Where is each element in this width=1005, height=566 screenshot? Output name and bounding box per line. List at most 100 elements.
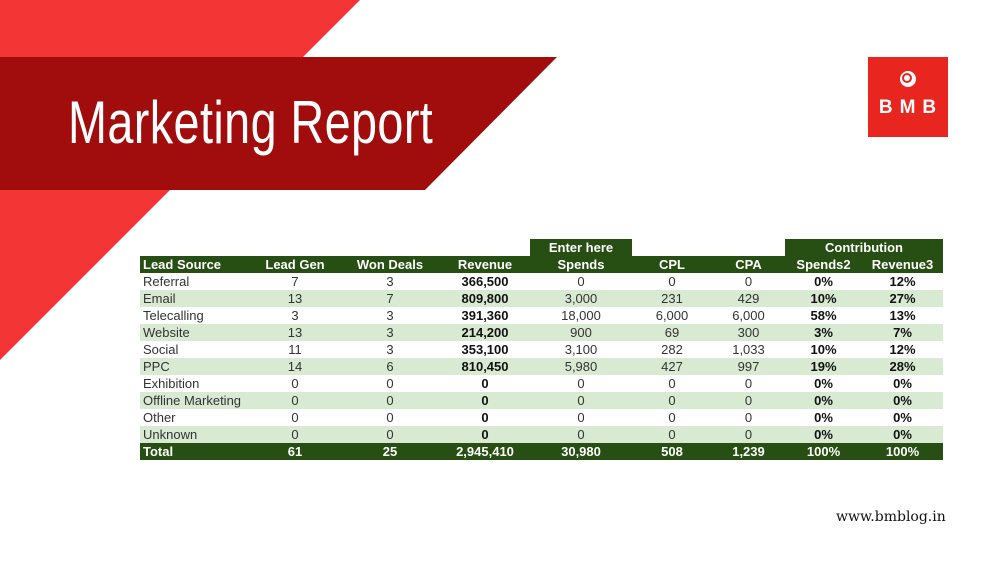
table-row: Website 13 3 214,200 900 69 300 3% 7%: [140, 324, 944, 341]
table-cell: 12%: [889, 274, 916, 289]
column-header: Revenue3: [862, 256, 944, 273]
column-header: Spends: [530, 256, 632, 273]
report-table: Enter here Contribution Lead Source Lead Ge…: [140, 239, 944, 460]
table-cell: 429: [712, 290, 785, 307]
table-row: Email 13 7 809,800 3,000 231 429 10% 27%: [140, 290, 944, 307]
table-cell: 7%: [862, 324, 944, 341]
table-cell: 14: [250, 358, 340, 375]
table-cell: 27%: [862, 290, 944, 307]
table-cell: 0: [744, 410, 753, 425]
table-cell: 3: [386, 274, 394, 289]
table-cell: 6,000: [655, 308, 689, 323]
table-cell: 0: [340, 392, 440, 409]
empty-cell: [340, 239, 440, 256]
table-cell: 1,033: [732, 342, 765, 357]
table-cell: 11: [288, 342, 302, 357]
table-cell: 13%: [889, 308, 916, 323]
title: Marketing Report: [68, 89, 434, 156]
table-cell: 0: [530, 392, 632, 409]
table-cell: 0%: [862, 392, 944, 409]
table-cell: 0: [386, 410, 394, 425]
empty-cell: [632, 239, 712, 256]
table-cell: 809,800: [440, 290, 530, 307]
table-cell: 0: [668, 376, 676, 391]
table-cell: 0: [291, 410, 299, 425]
table-cell: 58%: [810, 308, 837, 323]
empty-cell: [440, 239, 530, 256]
table-cell: Other: [143, 410, 176, 425]
table-cell: 3: [291, 308, 299, 323]
total-cell: Total: [140, 443, 250, 460]
table-cell: 0: [250, 392, 340, 409]
table-cell: 214,200: [440, 324, 530, 341]
table-cell: 6: [340, 358, 440, 375]
table-cell: 0: [577, 376, 585, 391]
group-header: Contribution: [785, 239, 944, 256]
column-header: Won Deals: [340, 256, 440, 273]
table-cell: 0: [481, 376, 489, 391]
column-header: CPA: [712, 256, 785, 273]
title-banner: [0, 57, 557, 190]
table-cell: 0%: [814, 410, 833, 425]
table-cell: 0: [632, 392, 712, 409]
empty-cell: [140, 239, 250, 256]
table-cell: 10%: [785, 290, 862, 307]
table-cell: 231: [632, 290, 712, 307]
column-header: CPL: [632, 256, 712, 273]
table-row: Exhibition 0 0 0 0 0 0 0% 0%: [140, 375, 943, 392]
table-cell: 6,000: [732, 308, 765, 323]
total-cell: 100%: [785, 443, 862, 460]
table-cell: Email: [140, 290, 250, 307]
header-row: Lead Source Lead Gen Won Deals Revenue Spend…: [140, 256, 944, 273]
table-cell: 3: [340, 324, 440, 341]
column-header: Lead Source: [140, 256, 250, 273]
table-cell: 3,100: [564, 342, 598, 357]
table-cell: 3%: [785, 324, 862, 341]
table-cell: 0: [291, 376, 299, 391]
table-cell: 7: [340, 290, 440, 307]
table-cell: 0%: [814, 274, 833, 289]
table-row: Unknown 0 0 0 0 0 0 0% 0%: [140, 426, 944, 443]
total-cell: 508: [632, 443, 712, 460]
table-cell: 0: [744, 376, 753, 391]
total-cell: 25: [340, 443, 440, 460]
table-row: Offline Marketing 0 0 0 0 0 0 0% 0%: [140, 392, 944, 409]
table-cell: Offline Marketing: [140, 392, 250, 409]
logo-text: BMB: [878, 97, 944, 118]
table-cell: 19%: [785, 358, 862, 375]
table-cell: 7: [291, 274, 299, 289]
group-header-row: Enter here Contribution: [140, 239, 944, 256]
table-cell: 0%: [893, 410, 912, 425]
table-cell: 282: [661, 342, 683, 357]
table-cell: 18,000: [561, 308, 601, 323]
table-cell: 0: [712, 392, 785, 409]
table-cell: 3,000: [530, 290, 632, 307]
table-cell: PPC: [140, 358, 250, 375]
total-cell: 2,945,410: [440, 443, 530, 460]
table-cell: 0: [250, 426, 340, 443]
table-row: Other 0 0 0 0 0 0 0% 0%: [140, 409, 943, 426]
table-cell: 810,450: [440, 358, 530, 375]
table-cell: 0: [577, 410, 585, 425]
table-cell: 12%: [889, 342, 916, 357]
table-row: Social 11 3 353,100 3,100 282 1,033 10% 12%: [140, 341, 943, 358]
table-cell: 0: [632, 426, 712, 443]
group-header: Enter here: [530, 239, 632, 256]
table-cell: 3: [386, 308, 394, 323]
table-row: Referral 7 3 366,500 0 0 0 0% 12%: [140, 273, 943, 290]
total-cell: 61: [250, 443, 340, 460]
total-cell: 1,239: [712, 443, 785, 460]
column-header: Spends2: [785, 256, 862, 273]
total-cell: 100%: [862, 443, 944, 460]
table-cell: 0%: [814, 376, 833, 391]
column-header: Lead Gen: [250, 256, 340, 273]
table-cell: 366,500: [461, 274, 509, 289]
table-cell: 0%: [785, 392, 862, 409]
website: www.bmblog.in: [836, 509, 946, 525]
total-cell: 30,980: [530, 443, 632, 460]
table-cell: 13: [250, 290, 340, 307]
table-row: Telecalling 3 3 391,360 18,000 6,000 6,000 58% 1…: [140, 307, 943, 324]
table-cell: 0%: [862, 426, 944, 443]
